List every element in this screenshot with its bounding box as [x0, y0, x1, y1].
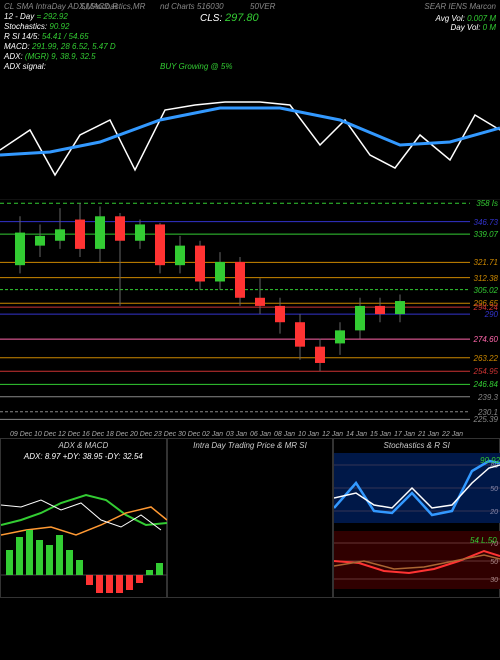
rsi-val: 54.41 / 54.65: [42, 32, 89, 41]
hdr-m3: 50VER: [250, 2, 275, 11]
xaxis-label: 08 Jan: [274, 431, 295, 438]
cls-val: 297.80: [225, 12, 259, 24]
svg-text:90.92: 90.92: [480, 456, 500, 465]
dayvol-lbl: Day Vol:: [450, 23, 480, 32]
xaxis-label: 16 Dec: [82, 431, 104, 438]
price-level-label: 274.60: [474, 335, 498, 344]
cls: CLS: 297.80: [200, 12, 259, 24]
svg-text:50: 50: [491, 559, 499, 566]
price-level-label: 346.73: [474, 218, 498, 227]
xaxis-label: 03 Jan: [226, 431, 247, 438]
panel-adx-sub: ADX: 8.97 +DY: 38.95 -DY: 32.54: [1, 452, 166, 461]
panel-intra: Intra Day Trading Price & MR SI: [167, 438, 334, 598]
adxsig-lbl: ADX signal:: [4, 62, 46, 71]
xaxis-label: 12 Jan: [322, 431, 343, 438]
charts: 358 Is346.73339.07321.71312.38305.02296.…: [0, 80, 500, 598]
dayvol-val: 0 M: [483, 23, 496, 32]
svg-text:50: 50: [491, 486, 499, 493]
macd-lbl: MACD:: [4, 42, 30, 51]
price-level-label: 305.02: [474, 286, 498, 295]
xaxis-label: 23 Dec: [154, 431, 176, 438]
panel-stoch: Stochastics & R SI 80502090.9270503054 L…: [333, 438, 500, 598]
price-chart: 358 Is346.73339.07321.71312.38305.02296.…: [0, 200, 500, 420]
xaxis-label: 20 Dec: [130, 431, 152, 438]
stats-block: Stochastics: 90.92 R SI 14/5: 54.41 / 54…: [4, 22, 116, 72]
hdr-m2: nd Charts 516030: [160, 2, 224, 11]
cls-lbl: CLS:: [200, 13, 222, 24]
stoch-lbl: Stochastics:: [4, 22, 47, 31]
upper-chart: [0, 80, 500, 200]
xaxis-label: 21 Jan: [418, 431, 439, 438]
xaxis-label: 22 Jan: [442, 431, 463, 438]
stoch-svg: 80502090.9270503054 L.50: [334, 453, 500, 593]
price-level-label: 239.3: [478, 393, 498, 402]
xaxis-label: 18 Dec: [106, 431, 128, 438]
xaxis-label: 30 Dec: [178, 431, 200, 438]
adx-val: (MGR) 9, 38.9, 32.5: [25, 52, 96, 61]
xaxis-label: 06 Jan: [250, 431, 271, 438]
svg-text:20: 20: [490, 509, 499, 516]
price-level-label: 290: [485, 310, 498, 319]
price-level-label: 312.38: [474, 274, 498, 283]
panel-stoch-title: Stochastics & R SI: [334, 439, 499, 452]
xaxis-label: 10 Dec: [34, 431, 56, 438]
avgvol-val: 0.007 M: [467, 14, 496, 23]
x-axis: 09 Dec10 Dec12 Dec16 Dec18 Dec20 Dec23 D…: [0, 420, 500, 438]
adx-svg: [1, 465, 167, 593]
sub-panels: ADX & MACD ADX: 8.97 +DY: 38.95 -DY: 32.…: [0, 438, 500, 598]
svg-text:54 L.50: 54 L.50: [470, 536, 497, 545]
price-svg: [0, 200, 470, 420]
avgvol-lbl: Avg Vol:: [436, 14, 465, 23]
price-level-label: 246.84: [474, 380, 498, 389]
panel-adx-title: ADX & MACD: [1, 439, 166, 452]
hdr-m1: SI,Stochastics,MR: [80, 2, 145, 11]
rsi-lbl: R SI 14/5:: [4, 32, 40, 41]
vol-block: Avg Vol: 0.007 M Day Vol: 0 M: [436, 14, 497, 32]
macd-val: 291.99, 28 6.52, 5.47 D: [32, 42, 116, 51]
panel-intra-title: Intra Day Trading Price & MR SI: [168, 439, 333, 452]
price-level-label: 254.95: [474, 367, 498, 376]
buy-signal: BUY Growing @ 5%: [160, 62, 232, 71]
svg-text:30: 30: [491, 577, 499, 584]
range-lbl-text: 12 - Day: [4, 12, 34, 21]
xaxis-label: 09 Dec: [10, 431, 32, 438]
price-level-label: 321.71: [474, 258, 498, 267]
header: CL SMA IntraDay ADX,MACD,R SI,Stochastic…: [0, 0, 500, 80]
adx-lbl: ADX:: [4, 52, 23, 61]
upper-svg: [0, 80, 500, 200]
range-val: = 292.92: [36, 12, 67, 21]
xaxis-label: 10 Jan: [298, 431, 319, 438]
hdr-r1: SEAR IENS Marcon: [424, 2, 496, 11]
panel-adx: ADX & MACD ADX: 8.97 +DY: 38.95 -DY: 32.…: [0, 438, 167, 598]
range-label: 12 - Day = 292.92: [4, 12, 68, 21]
xaxis-label: 14 Jan: [346, 431, 367, 438]
xaxis-label: 12 Dec: [58, 431, 80, 438]
stoch-val: 90.92: [49, 22, 69, 31]
price-level-label: 263.22: [474, 354, 498, 363]
xaxis-label: 02 Jan: [202, 431, 223, 438]
xaxis-label: 15 Jan: [370, 431, 391, 438]
xaxis-label: 17 Jan: [394, 431, 415, 438]
price-level-label: 358 Is: [476, 199, 498, 208]
price-level-label: 339.07: [474, 230, 498, 239]
